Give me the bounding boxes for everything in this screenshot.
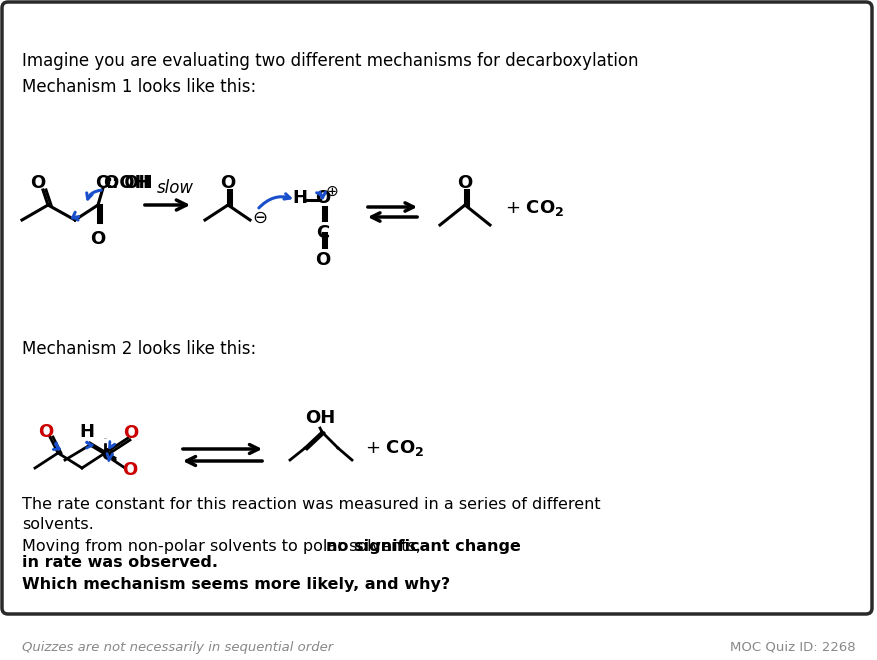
Text: Moving from non-polar solvents to polar solvents,: Moving from non-polar solvents to polar … (22, 539, 425, 554)
Text: Mechanism 1 looks like this:: Mechanism 1 looks like this: (22, 78, 256, 96)
Text: MOC Quiz ID: 2268: MOC Quiz ID: 2268 (730, 640, 855, 653)
Text: $+\ \mathbf{CO_2}$: $+\ \mathbf{CO_2}$ (365, 438, 424, 458)
Text: C: C (102, 447, 112, 463)
Text: O: O (457, 174, 472, 192)
Text: $\oplus$: $\oplus$ (325, 183, 339, 199)
Text: OH: OH (304, 409, 335, 427)
Text: H: H (292, 189, 307, 207)
Text: O: O (122, 461, 138, 479)
Text: no significant change: no significant change (325, 539, 520, 554)
Text: O: O (31, 174, 46, 192)
Text: Mechanism 2 looks like this:: Mechanism 2 looks like this: (22, 340, 256, 358)
Text: O: O (39, 423, 53, 441)
Text: O: O (103, 174, 118, 192)
Text: slow: slow (157, 179, 194, 197)
Text: Quizzes are not necessarily in sequential order: Quizzes are not necessarily in sequentia… (22, 640, 333, 653)
Text: Which mechanism seems more likely, and why?: Which mechanism seems more likely, and w… (22, 577, 450, 592)
Text: : OH: : OH (106, 174, 149, 192)
Text: O: O (90, 230, 105, 248)
Text: Imagine you are evaluating two different mechanisms for decarboxylation: Imagine you are evaluating two different… (22, 52, 638, 70)
Text: : OH: : OH (112, 174, 153, 192)
Text: in rate was observed.: in rate was observed. (22, 555, 217, 570)
Text: O: O (96, 174, 111, 192)
Text: The rate constant for this reaction was measured in a series of different
solven: The rate constant for this reaction was … (22, 497, 600, 532)
Text: $+\ \mathbf{CO_2}$: $+\ \mathbf{CO_2}$ (504, 198, 564, 218)
Text: $\ominus$: $\ominus$ (252, 209, 267, 227)
Text: O: O (220, 174, 235, 192)
Text: O: O (315, 189, 331, 207)
Text: O: O (315, 251, 331, 269)
Text: C: C (316, 224, 329, 242)
Text: H: H (80, 423, 95, 441)
Text: O: O (124, 424, 139, 442)
